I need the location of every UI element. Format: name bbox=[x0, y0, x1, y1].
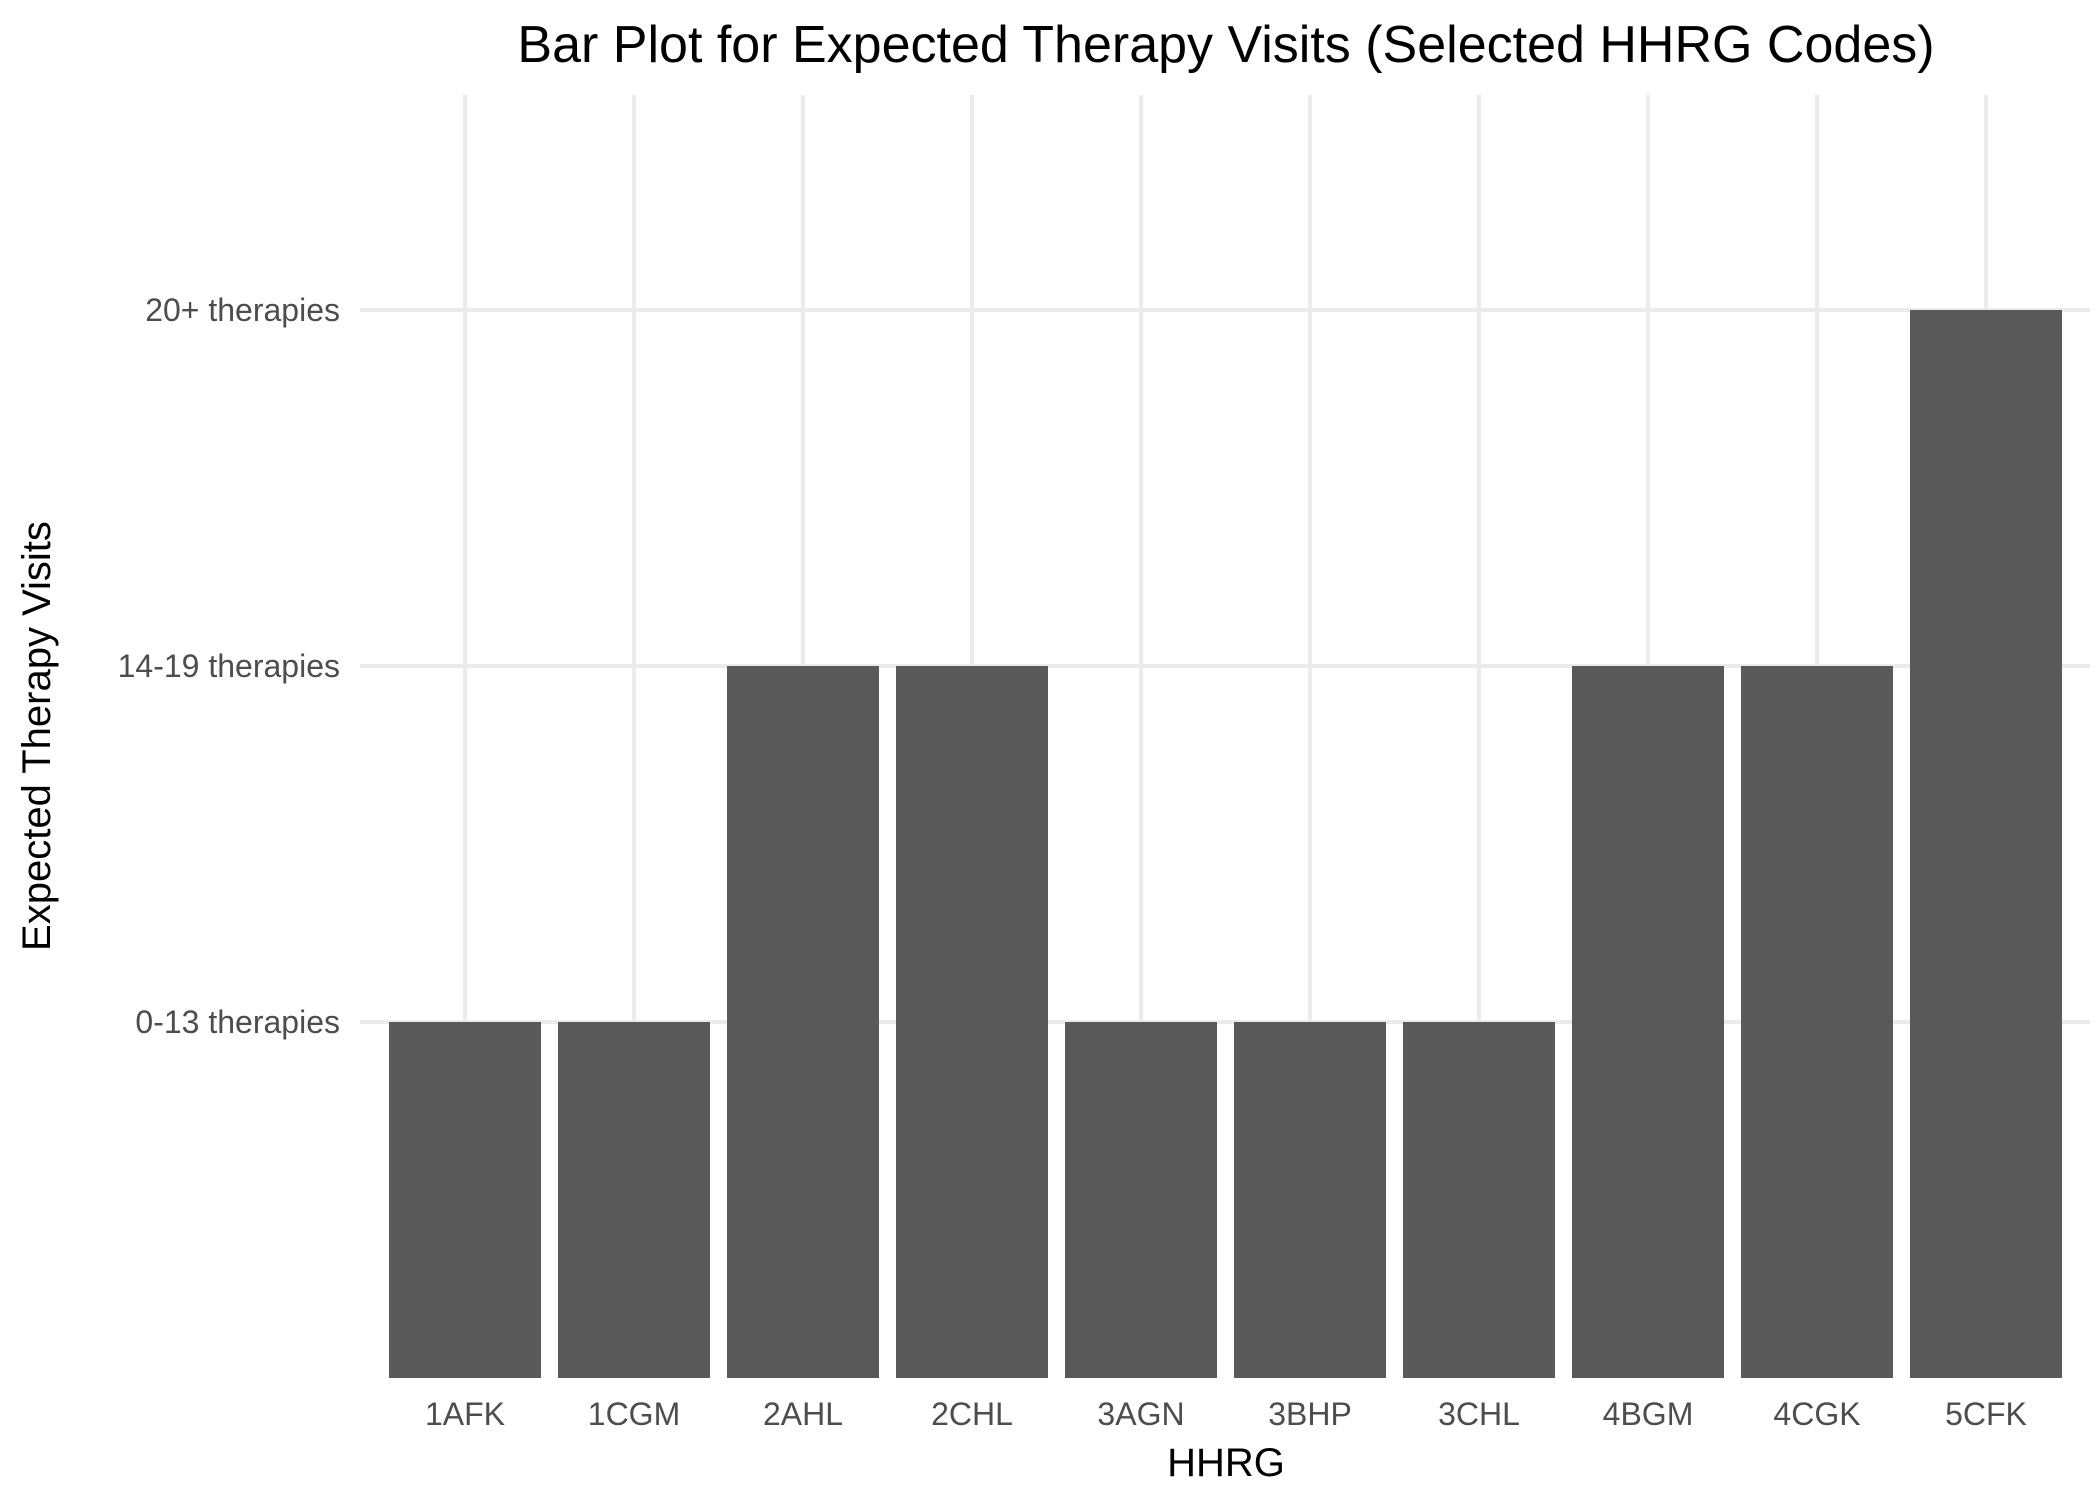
bar-5cfk bbox=[1910, 310, 2062, 1378]
x-tick-label: 1AFK bbox=[425, 1396, 505, 1432]
x-tick-label: 1CGM bbox=[588, 1396, 680, 1432]
x-tick-label: 2AHL bbox=[763, 1396, 843, 1432]
x-tick-label: 3BHP bbox=[1268, 1396, 1352, 1432]
x-axis-title: HHRG bbox=[1167, 1441, 1285, 1485]
bar-2chl bbox=[896, 666, 1048, 1378]
x-tick-label: 4CGK bbox=[1773, 1396, 1860, 1432]
y-tick-label: 0-13 therapies bbox=[135, 1004, 340, 1040]
y-tick-label: 20+ therapies bbox=[145, 292, 340, 328]
y-tick-labels: 0-13 therapies 14-19 therapies 20+ therapi… bbox=[118, 292, 340, 1040]
bar-4bgm bbox=[1572, 666, 1724, 1378]
x-tick-label: 2CHL bbox=[931, 1396, 1013, 1432]
bars-layer bbox=[389, 310, 2062, 1378]
bar-1cgm bbox=[558, 1022, 710, 1378]
bar-3bhp bbox=[1234, 1022, 1386, 1378]
x-tick-labels: 1AFK 1CGM 2AHL 2CHL 3AGN 3BHP 3CHL 4BGM 4CGK 5CFK bbox=[425, 1396, 2027, 1432]
bar-1afk bbox=[389, 1022, 541, 1378]
chart-title: Bar Plot for Expected Therapy Visits (Se… bbox=[517, 16, 1934, 74]
bar-3agn bbox=[1065, 1022, 1217, 1378]
x-tick-label: 5CFK bbox=[1945, 1396, 2027, 1432]
y-tick-label: 14-19 therapies bbox=[118, 648, 340, 684]
bar-4cgk bbox=[1741, 666, 1893, 1378]
x-tick-label: 3CHL bbox=[1438, 1396, 1520, 1432]
bar-3chl bbox=[1403, 1022, 1555, 1378]
bar-2ahl bbox=[727, 666, 879, 1378]
x-tick-label: 4BGM bbox=[1603, 1396, 1694, 1432]
x-tick-label: 3AGN bbox=[1097, 1396, 1184, 1432]
y-axis-title: Expected Therapy Visits bbox=[15, 521, 59, 951]
